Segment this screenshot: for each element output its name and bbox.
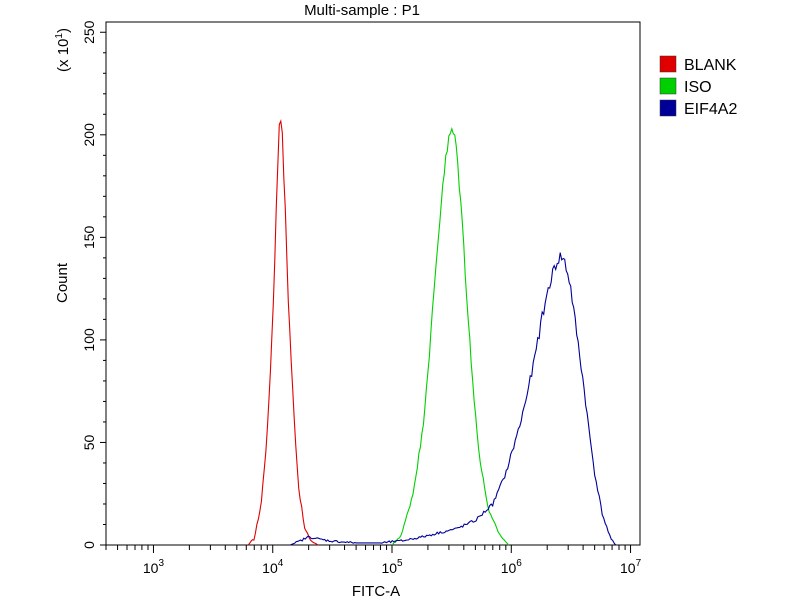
- y-axis-label: Count: [54, 262, 71, 303]
- y-tick-label: 0: [81, 541, 97, 549]
- y-axis-multiplier: (x 101): [54, 28, 72, 72]
- x-tick-label: 103: [143, 558, 165, 576]
- x-tick-label: 105: [381, 558, 403, 576]
- x-tick-label: 104: [262, 558, 284, 576]
- series-line-blank: [247, 119, 319, 546]
- y-tick-label: 200: [81, 123, 97, 147]
- y-tick-label: 50: [81, 434, 97, 450]
- legend: BLANK ISO EIF4A2: [659, 55, 737, 118]
- legend-label-blank: BLANK: [684, 57, 737, 74]
- y-tick-label: 150: [81, 225, 97, 249]
- legend-label-eif4a2: EIF4A2: [684, 101, 737, 118]
- plot-frame: [105, 21, 641, 546]
- y-tick-label: 100: [81, 328, 97, 352]
- x-tick-label: 106: [501, 558, 523, 576]
- data-series: [247, 119, 617, 546]
- y-tick-label: 250: [81, 20, 97, 44]
- x-tick-label: 107: [620, 558, 642, 576]
- legend-label-iso: ISO: [684, 79, 712, 96]
- chart-title: Multi-sample : P1: [304, 2, 420, 19]
- legend-swatch-blank: [659, 55, 677, 73]
- legend-swatch-eif4a2: [659, 99, 677, 117]
- series-line-iso: [391, 126, 510, 546]
- x-axis-label: FITC-A: [352, 583, 400, 600]
- axes: 103 104 105 106 107 0 50 100 150 200 250: [81, 20, 642, 576]
- legend-swatch-iso: [659, 77, 677, 95]
- series-line-eif4a2: [289, 252, 617, 546]
